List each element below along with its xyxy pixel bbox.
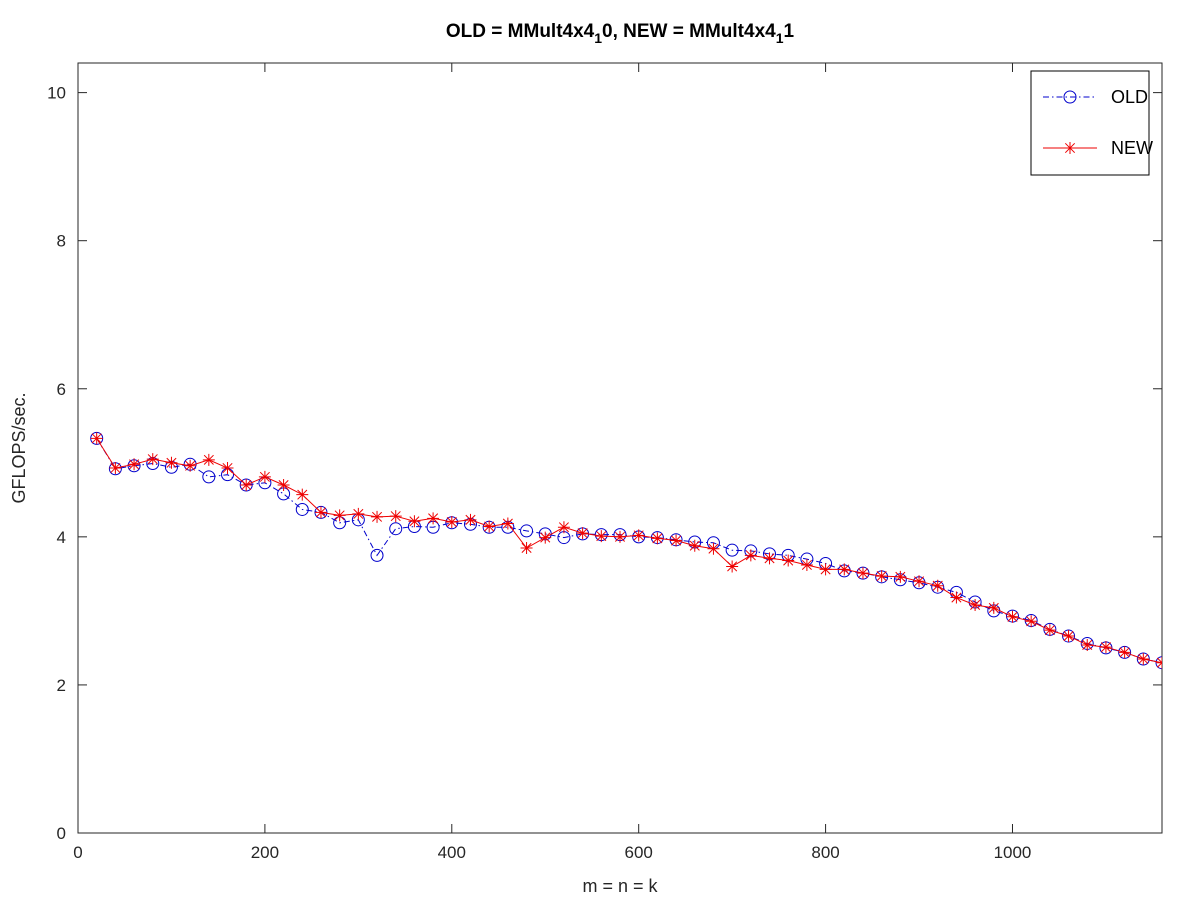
data-point-old xyxy=(295,502,309,516)
legend-marker-old xyxy=(1063,90,1077,104)
chart-title-subscript2: 1 xyxy=(776,30,784,46)
data-point-new xyxy=(763,552,776,565)
data-point-new xyxy=(221,461,234,474)
data-point-new xyxy=(688,539,701,552)
data-point-new xyxy=(165,456,178,469)
legend-label-new: NEW xyxy=(1111,138,1153,158)
legend-items: OLD NEW xyxy=(1043,87,1153,158)
x-axis-label: m = n = k xyxy=(582,876,658,896)
data-point-new xyxy=(427,512,440,525)
data-point-new xyxy=(296,488,309,501)
data-point-new xyxy=(1118,646,1131,659)
data-point-new xyxy=(894,570,907,583)
data-point-new xyxy=(856,567,869,580)
plot-area-frame xyxy=(77,62,1163,834)
data-point-new xyxy=(352,507,365,520)
series-line-new xyxy=(96,438,1162,664)
y-tick-label: 10 xyxy=(47,84,66,103)
data-point-new xyxy=(744,549,757,562)
data-point-new xyxy=(240,479,253,492)
data-point-new xyxy=(987,601,1000,614)
data-point-new xyxy=(632,529,645,542)
data-point-new xyxy=(1062,630,1075,643)
data-point-new xyxy=(128,458,141,471)
series-old xyxy=(90,431,1162,670)
y-axis-label: GFLOPS/sec. xyxy=(9,392,29,503)
data-point-new xyxy=(969,598,982,611)
data-point-old xyxy=(520,524,534,538)
data-point-new xyxy=(483,520,496,533)
chart-title: OLD = MMult4x410, NEW = MMult4x411 xyxy=(446,21,795,46)
data-point-new xyxy=(1099,641,1112,654)
legend-box xyxy=(1030,70,1150,176)
chart-title-subscript1: 1 xyxy=(594,30,602,46)
data-point-new xyxy=(576,527,589,540)
data-point-new xyxy=(389,510,402,523)
y-tick-label: 0 xyxy=(57,824,66,843)
axes: 0 200 400 600 800 1000 0 2 4 6 8 10 xyxy=(47,63,1162,862)
data-point-old xyxy=(725,543,739,557)
data-point-new xyxy=(539,531,552,544)
data-point-new xyxy=(782,554,795,567)
data-point-new xyxy=(277,479,290,492)
data-point-old xyxy=(202,470,216,484)
data-point-new xyxy=(1081,638,1094,651)
data-point-new xyxy=(707,542,720,555)
x-tick-label: 200 xyxy=(251,843,279,862)
data-point-new xyxy=(1006,610,1019,623)
data-point-new xyxy=(1043,624,1056,637)
x-tick-label: 800 xyxy=(811,843,839,862)
data-point-new xyxy=(950,591,963,604)
series-line-old xyxy=(96,438,1162,664)
data-point-new xyxy=(557,521,570,534)
x-tick-label: 1000 xyxy=(994,843,1032,862)
data-point-new xyxy=(913,575,926,588)
y-tick-label: 8 xyxy=(57,232,66,251)
chart-title-part3: 1 xyxy=(784,21,795,42)
data-point-new xyxy=(146,453,159,466)
data-point-new xyxy=(333,509,346,522)
legend-marker-new xyxy=(1064,142,1076,154)
data-point-old xyxy=(370,548,384,562)
data-point-new xyxy=(314,506,327,519)
data-point-new xyxy=(501,517,514,530)
data-point-new xyxy=(614,530,626,543)
data-point-new xyxy=(726,560,739,573)
data-point-new xyxy=(408,515,421,528)
x-tick-label: 400 xyxy=(438,843,466,862)
data-point-new xyxy=(1156,656,1162,669)
data-point-new xyxy=(202,453,215,466)
legend: OLD NEW xyxy=(1030,70,1153,176)
series-new xyxy=(90,432,1162,669)
data-point-new xyxy=(800,558,813,571)
data-point-new xyxy=(258,470,271,483)
data-point-new xyxy=(1025,615,1038,628)
data-point-new xyxy=(838,563,851,576)
data-point-new xyxy=(90,432,103,445)
data-point-new xyxy=(875,570,888,583)
data-point-new xyxy=(931,579,944,592)
y-tick-label: 6 xyxy=(57,380,66,399)
y-tick-label: 4 xyxy=(57,528,66,547)
data-point-new xyxy=(109,461,122,474)
series-layer xyxy=(90,431,1162,670)
legend-label-old: OLD xyxy=(1111,87,1148,107)
data-point-new xyxy=(445,516,458,529)
x-tick-label: 0 xyxy=(73,843,82,862)
data-point-new xyxy=(651,532,664,545)
data-point-old xyxy=(389,522,403,536)
chart-title-part2: 0, NEW = MMult4x4 xyxy=(602,21,776,42)
x-tick-label: 600 xyxy=(625,843,653,862)
y-tick-label: 2 xyxy=(57,676,66,695)
data-point-new xyxy=(819,563,832,576)
data-point-new xyxy=(595,530,608,543)
data-point-new xyxy=(520,541,533,554)
data-point-new xyxy=(1137,653,1150,666)
chart-title-part1: OLD = MMult4x4 xyxy=(446,21,595,42)
data-point-new xyxy=(464,513,477,526)
data-point-new xyxy=(184,459,197,472)
data-point-new xyxy=(670,534,683,547)
data-point-new xyxy=(371,510,384,523)
